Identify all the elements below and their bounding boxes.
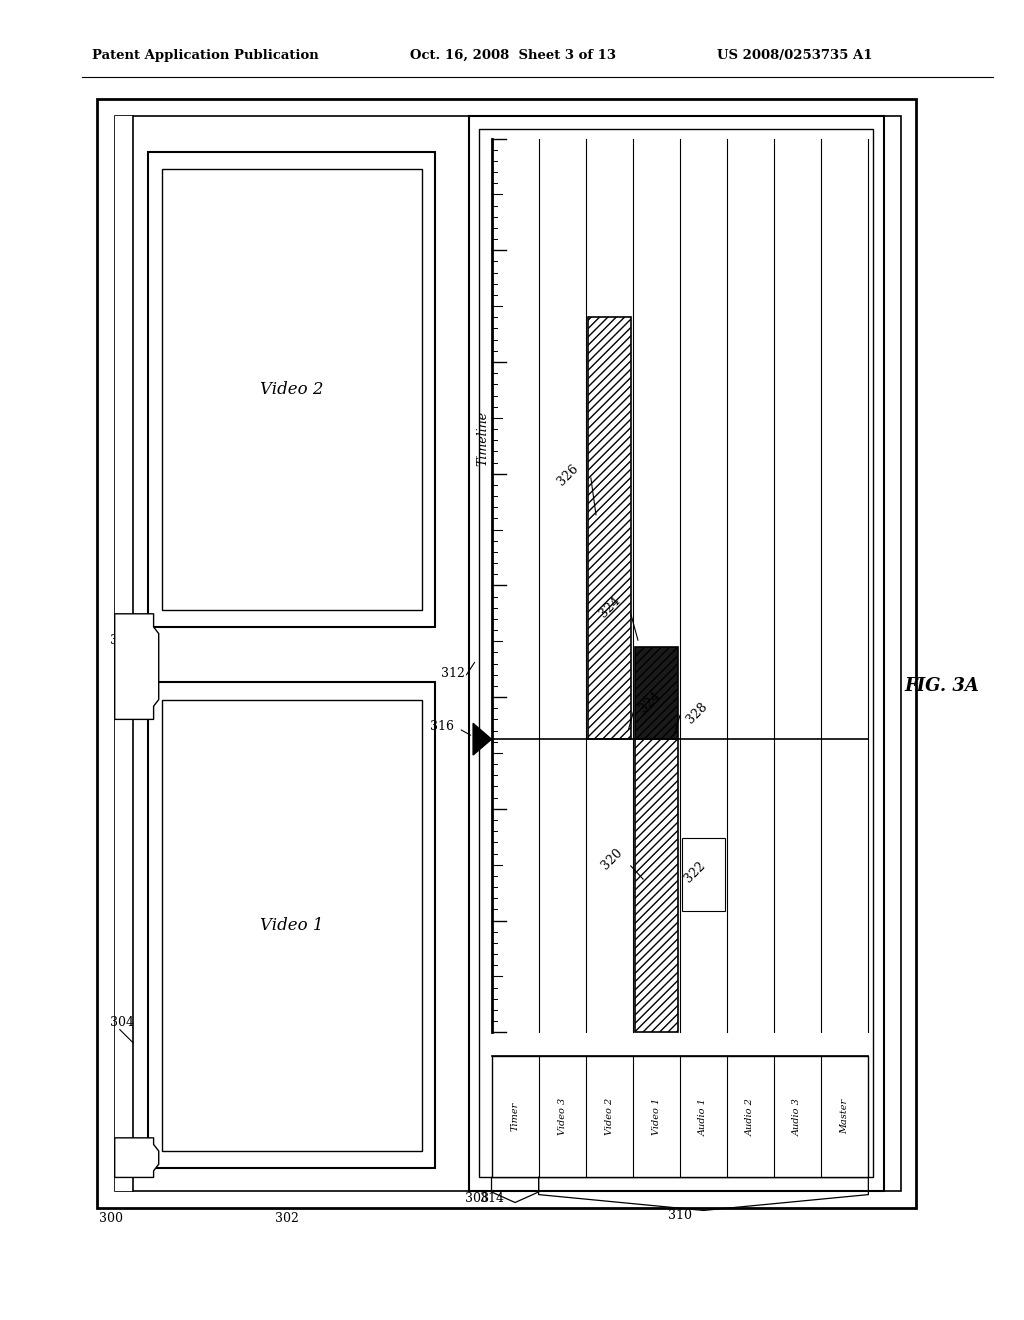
Polygon shape (473, 723, 492, 755)
Text: Video 1: Video 1 (260, 917, 324, 933)
Bar (588, 317, 631, 739)
Text: 316: 316 (430, 719, 454, 733)
Text: Audio 3: Audio 3 (794, 1098, 802, 1135)
Text: 312: 312 (441, 667, 465, 680)
Bar (115, 116, 133, 1191)
Bar (469, 116, 884, 1191)
Text: 310: 310 (668, 1209, 692, 1222)
Text: Oct. 16, 2008  Sheet 3 of 13: Oct. 16, 2008 Sheet 3 of 13 (410, 49, 615, 62)
Text: 308: 308 (465, 1192, 489, 1205)
Text: Timeline: Timeline (477, 412, 489, 466)
Text: Video 2: Video 2 (260, 381, 324, 397)
Text: Video 1: Video 1 (652, 1098, 660, 1135)
Text: 302: 302 (274, 1212, 299, 1225)
Bar (479, 129, 873, 1177)
Text: 324: 324 (637, 689, 663, 715)
Bar (635, 739, 678, 1032)
Text: 328: 328 (684, 700, 710, 726)
Bar (492, 1056, 868, 1177)
Text: Audio 2: Audio 2 (746, 1098, 755, 1135)
Bar (682, 838, 725, 911)
Bar (148, 682, 435, 1168)
Text: Master: Master (841, 1100, 849, 1134)
Text: 304: 304 (110, 1016, 133, 1030)
Text: 314: 314 (479, 1192, 504, 1205)
Text: 324: 324 (597, 594, 623, 620)
Bar (635, 647, 678, 739)
Text: Timer: Timer (511, 1102, 519, 1131)
Text: 300: 300 (99, 1212, 123, 1225)
Bar (162, 169, 422, 610)
Text: Video 3: Video 3 (558, 1098, 566, 1135)
Text: 322: 322 (682, 859, 708, 886)
Bar (115, 116, 901, 1191)
Polygon shape (115, 1138, 159, 1177)
Text: 326: 326 (555, 462, 581, 488)
Polygon shape (115, 614, 159, 719)
Text: Patent Application Publication: Patent Application Publication (92, 49, 318, 62)
Text: 320: 320 (599, 846, 625, 873)
Text: FIG. 3A: FIG. 3A (904, 677, 980, 696)
Bar (162, 700, 422, 1151)
Text: Audio 1: Audio 1 (699, 1098, 708, 1135)
Text: US 2008/0253735 A1: US 2008/0253735 A1 (717, 49, 872, 62)
Bar (97, 99, 916, 1208)
Bar (148, 152, 435, 627)
Text: Video 2: Video 2 (605, 1098, 613, 1135)
Text: 306: 306 (110, 634, 133, 647)
